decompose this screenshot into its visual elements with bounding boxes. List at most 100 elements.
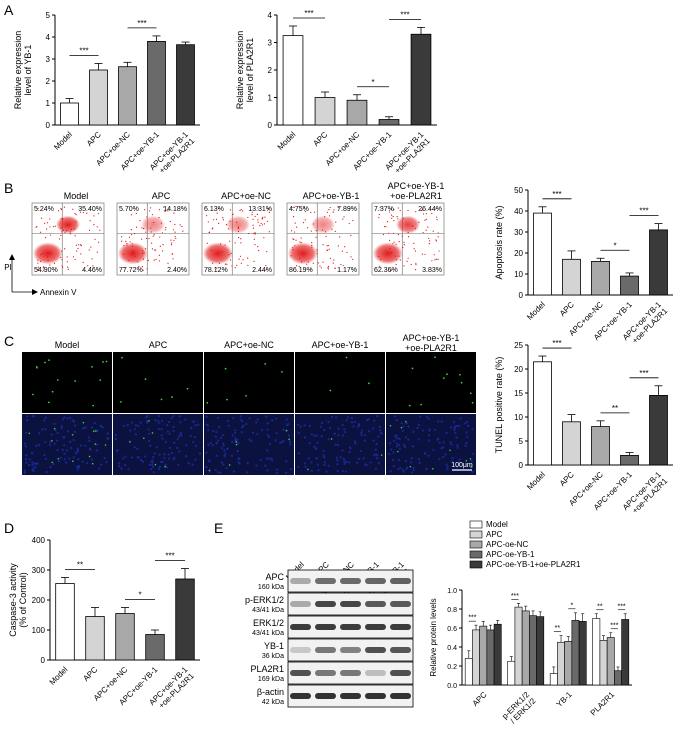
flow-dot [346, 251, 348, 253]
flow-dot [264, 216, 266, 218]
nucleus-dot [222, 444, 225, 447]
flow-dot [414, 228, 417, 230]
flow-dot [399, 209, 401, 212]
flow-dot [237, 230, 240, 233]
flow-dot [240, 238, 242, 240]
nucleus-dot [23, 471, 26, 474]
flow-dot [155, 249, 157, 251]
flow-dot [335, 221, 337, 223]
nucleus-dot [145, 415, 148, 419]
flow-dot [82, 211, 84, 214]
nucleus-dot [131, 421, 134, 424]
nucleus-dot [440, 447, 443, 450]
nucleus-dot [160, 434, 163, 437]
nucleus-dot [43, 453, 46, 457]
flow-plot-frame [201, 202, 275, 276]
bar [621, 619, 630, 686]
nucleus-dot [259, 458, 262, 462]
quadrant-lower-left: 62.36% [374, 267, 398, 274]
flow-dot [350, 234, 352, 237]
nucleus-dot [255, 464, 258, 467]
nucleus-dot [150, 468, 153, 471]
flow-dot [311, 244, 313, 246]
flow-dot [237, 227, 240, 229]
flow-dot [382, 234, 385, 236]
blot-band [340, 578, 361, 584]
tunel-positive-dot [32, 393, 34, 396]
flow-dot [261, 224, 264, 226]
nucleus-dot [271, 419, 274, 422]
flow-dot [327, 265, 330, 268]
flow-dot [268, 231, 270, 233]
quadrant-upper-left: 7.37% [374, 206, 394, 213]
flow-dot [294, 222, 296, 224]
flow-dot [265, 269, 267, 271]
nucleus-dot [334, 443, 337, 446]
nucleus-dot [134, 424, 138, 427]
flow-dot [130, 234, 133, 236]
flow-dot [152, 235, 154, 237]
bar [85, 616, 105, 661]
bar [175, 578, 195, 661]
nucleus-dot [53, 442, 56, 445]
nucleus-dot [136, 456, 139, 459]
nucleus-dot [50, 433, 53, 436]
legend-label: Model [486, 520, 508, 529]
flow-dot [385, 226, 387, 228]
nucleus-dot [170, 451, 174, 455]
flow-dot [425, 229, 427, 231]
flow-x-label: Annexin V [40, 288, 77, 297]
nucleus-dot [307, 457, 311, 460]
nucleus-dot [57, 460, 61, 463]
flow-dot [393, 219, 395, 222]
flow-dot [396, 259, 398, 261]
flow-dot [290, 230, 293, 232]
nucleus-dot [161, 419, 164, 422]
nucleus-dot [98, 467, 101, 470]
nucleus-dot [105, 461, 108, 464]
nucleus-dot [354, 442, 357, 445]
nucleus-dot [72, 438, 75, 442]
nucleus-dot [63, 444, 66, 447]
flow-dot [123, 267, 125, 269]
nucleus-dot [242, 424, 245, 427]
nucleus-dot [198, 452, 202, 455]
flow-dot [240, 262, 242, 264]
blot-band [315, 624, 336, 630]
bar [591, 260, 610, 296]
nucleus-dot [274, 439, 277, 442]
flow-dot [421, 210, 423, 212]
tunel-positive-dot [469, 392, 472, 395]
flow-dot [60, 208, 62, 210]
nucleus-dot [373, 419, 376, 422]
flow-dot [237, 226, 240, 228]
flow-dot [74, 258, 76, 261]
flow-dot [77, 247, 79, 250]
flow-dot [129, 241, 131, 243]
nucleus-dot [173, 456, 176, 459]
nucleus-dot [337, 434, 340, 437]
nucleus-dot [93, 421, 96, 425]
flow-dot [322, 261, 324, 263]
nucleus-dot [269, 443, 272, 446]
nucleus-dot [427, 434, 431, 437]
nucleus-dot [453, 425, 457, 428]
flow-dot [316, 250, 318, 252]
y-tick-label: 1 [268, 94, 273, 103]
flow-dot [88, 249, 90, 251]
flow-dot [424, 253, 426, 256]
flow-dot [213, 219, 215, 221]
nucleus-dot [315, 457, 318, 460]
flow-dot [247, 264, 249, 266]
x-tick-label: APC [81, 665, 99, 683]
nucleus-dot [459, 417, 462, 420]
nucleus-dot [63, 416, 66, 419]
nucleus-dot [31, 415, 34, 418]
merge-positive-dot [307, 468, 309, 471]
flow-dot [37, 207, 39, 209]
flow-dot [290, 255, 292, 257]
nucleus-dot [356, 461, 359, 464]
merge-positive-dot [151, 432, 154, 434]
y-tick-label: 0 [519, 461, 524, 470]
nucleus-dot [350, 421, 354, 424]
